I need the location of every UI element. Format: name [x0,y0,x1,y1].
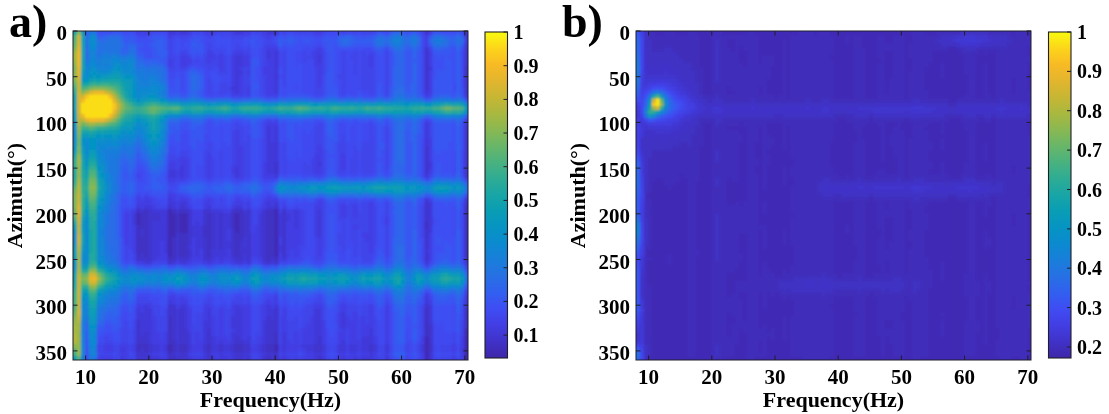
svg-text:60: 60 [954,365,975,389]
svg-text:50: 50 [609,67,630,91]
svg-text:0.2: 0.2 [1077,336,1102,358]
svg-text:70: 70 [454,365,475,389]
svg-text:30: 30 [765,365,786,389]
svg-text:a): a) [9,0,47,47]
svg-text:0.9: 0.9 [514,55,539,77]
svg-text:0.7: 0.7 [514,122,539,144]
svg-text:10: 10 [75,365,96,389]
svg-text:30: 30 [202,365,223,389]
svg-text:300: 300 [36,295,68,319]
svg-text:0.4: 0.4 [1077,257,1102,279]
svg-text:0.9: 0.9 [1077,60,1102,82]
svg-text:60: 60 [391,365,412,389]
svg-text:50: 50 [891,365,912,389]
svg-text:50: 50 [328,365,349,389]
svg-text:Azimuth(°): Azimuth(°) [2,143,27,248]
svg-text:0.5: 0.5 [1077,218,1102,240]
svg-text:150: 150 [599,158,631,182]
svg-text:20: 20 [138,365,159,389]
svg-text:0.3: 0.3 [514,257,539,279]
svg-text:250: 250 [599,250,631,274]
svg-text:10: 10 [638,365,659,389]
svg-text:0.8: 0.8 [514,88,539,110]
svg-text:0.6: 0.6 [1077,179,1102,201]
svg-text:150: 150 [36,158,68,182]
svg-text:200: 200 [599,204,631,228]
svg-text:0: 0 [57,21,68,45]
svg-text:100: 100 [36,112,68,136]
svg-text:Frequency(Hz): Frequency(Hz) [763,387,904,412]
svg-text:0.5: 0.5 [514,189,539,211]
svg-text:100: 100 [599,112,631,136]
svg-text:250: 250 [36,250,68,274]
svg-text:0.4: 0.4 [514,223,539,245]
svg-text:0.6: 0.6 [514,156,539,178]
svg-text:0.8: 0.8 [1077,100,1102,122]
svg-text:Azimuth(°): Azimuth(°) [565,143,590,248]
svg-text:70: 70 [1017,365,1038,389]
svg-text:20: 20 [701,365,722,389]
svg-text:0.3: 0.3 [1077,297,1102,319]
svg-text:350: 350 [599,341,631,365]
svg-text:0.2: 0.2 [514,290,539,312]
svg-text:50: 50 [46,67,67,91]
svg-text:40: 40 [265,365,286,389]
svg-text:1: 1 [1077,21,1087,43]
svg-text:1: 1 [514,21,524,43]
svg-text:200: 200 [36,204,68,228]
svg-text:Frequency(Hz): Frequency(Hz) [200,387,341,412]
svg-text:350: 350 [36,341,68,365]
svg-text:b): b) [562,0,603,47]
svg-text:0.7: 0.7 [1077,139,1102,161]
svg-text:40: 40 [828,365,849,389]
svg-text:300: 300 [599,295,631,319]
svg-text:0: 0 [620,21,631,45]
svg-text:0.1: 0.1 [514,324,539,346]
